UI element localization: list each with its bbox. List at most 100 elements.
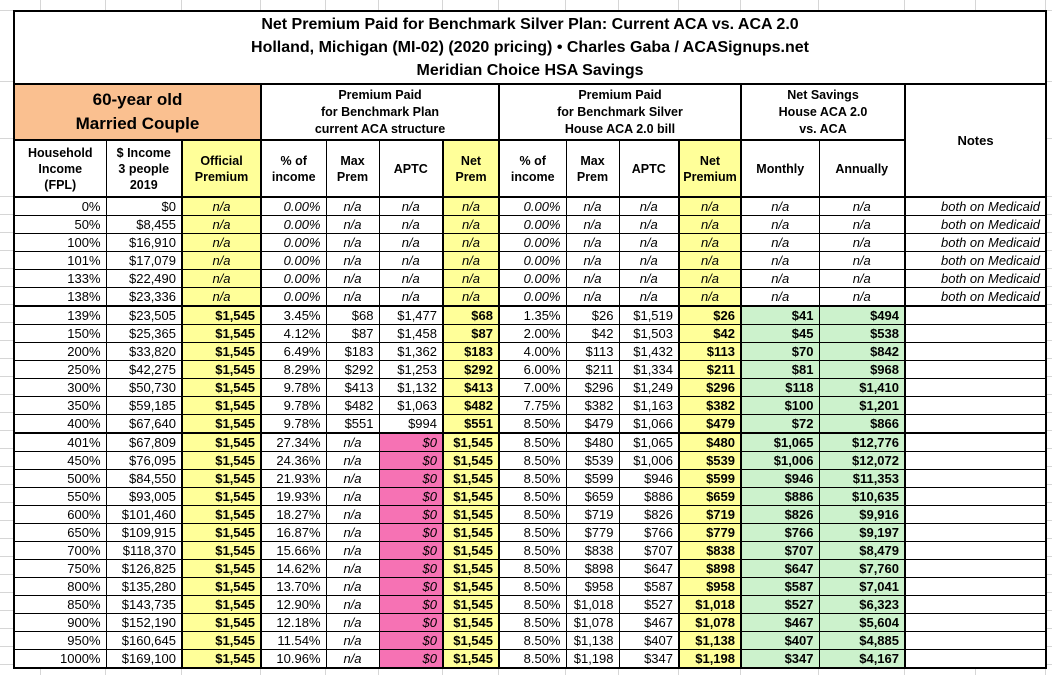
cell-aca-net-prem[interactable]: $1,545 (442, 541, 500, 560)
cell-fpl[interactable]: 150% (13, 324, 107, 343)
cell-notes[interactable] (904, 577, 1047, 596)
cell-aca2-pct-income[interactable]: 8.50% (498, 649, 567, 669)
cell-aca2-max-prem[interactable]: $539 (565, 451, 620, 470)
cell-official-premium[interactable]: $1,545 (181, 613, 262, 632)
cell-notes[interactable] (904, 541, 1047, 560)
cell-aca2-aptc[interactable]: $1,006 (618, 451, 680, 470)
cell-aca-pct-income[interactable]: 10.96% (260, 649, 327, 669)
cell-official-premium[interactable]: $1,545 (181, 505, 262, 524)
cell-income[interactable]: $67,809 (105, 432, 183, 452)
cell-aca-aptc[interactable]: $0 (378, 523, 444, 542)
cell-income[interactable]: $0 (105, 196, 183, 216)
cell-income[interactable]: $93,005 (105, 487, 183, 506)
cell-savings-monthly[interactable]: $70 (740, 342, 820, 361)
cell-savings-annually[interactable]: $538 (818, 324, 906, 343)
cell-savings-monthly[interactable]: $118 (740, 378, 820, 397)
cell-aca2-max-prem[interactable]: $479 (565, 414, 620, 434)
cell-aca-net-prem[interactable]: $1,545 (442, 469, 500, 488)
cell-aca-net-prem[interactable]: $87 (442, 324, 500, 343)
cell-income[interactable]: $67,640 (105, 414, 183, 434)
cell-fpl[interactable]: 1000% (13, 649, 107, 669)
cell-aca-pct-income[interactable]: 12.18% (260, 613, 327, 632)
group-header-net-savings[interactable]: Net Savings House ACA 2.0 vs. ACA (740, 83, 906, 141)
cell-aca-aptc[interactable]: $1,477 (378, 305, 444, 325)
cell-aca2-max-prem[interactable]: n/a (565, 215, 620, 234)
cell-fpl[interactable]: 50% (13, 215, 107, 234)
cell-income[interactable]: $76,095 (105, 451, 183, 470)
cell-aca2-max-prem[interactable]: $296 (565, 378, 620, 397)
cell-savings-annually[interactable]: $1,201 (818, 396, 906, 415)
cell-savings-annually[interactable]: n/a (818, 287, 906, 307)
cell-savings-monthly[interactable]: n/a (740, 196, 820, 216)
cell-savings-monthly[interactable]: n/a (740, 287, 820, 307)
cell-aca2-pct-income[interactable]: 8.50% (498, 631, 567, 650)
cell-official-premium[interactable]: $1,545 (181, 324, 262, 343)
cell-aca2-pct-income[interactable]: 8.50% (498, 541, 567, 560)
column-header-aca2-pct-income[interactable]: % of income (498, 139, 567, 198)
cell-aca-pct-income[interactable]: 19.93% (260, 487, 327, 506)
cell-notes[interactable] (904, 396, 1047, 415)
cell-aca-net-prem[interactable]: $1,545 (442, 559, 500, 578)
cell-official-premium[interactable]: $1,545 (181, 360, 262, 379)
cell-aca2-aptc[interactable]: $766 (618, 523, 680, 542)
cell-aca-pct-income[interactable]: 9.78% (260, 396, 327, 415)
cell-official-premium[interactable]: $1,545 (181, 396, 262, 415)
cell-notes[interactable] (904, 432, 1047, 452)
cell-aca2-max-prem[interactable]: $480 (565, 432, 620, 452)
cell-savings-monthly[interactable]: $1,006 (740, 451, 820, 470)
cell-aca2-net-premium[interactable]: $659 (678, 487, 742, 506)
cell-aca-max-prem[interactable]: n/a (325, 233, 380, 252)
cell-notes[interactable] (904, 649, 1047, 669)
cell-aca2-pct-income[interactable]: 0.00% (498, 287, 567, 307)
cell-income[interactable]: $16,910 (105, 233, 183, 252)
cell-aca2-max-prem[interactable]: $1,018 (565, 595, 620, 614)
cell-official-premium[interactable]: $1,545 (181, 451, 262, 470)
cell-aca-pct-income[interactable]: 3.45% (260, 305, 327, 325)
cell-aca2-max-prem[interactable]: $719 (565, 505, 620, 524)
cell-savings-annually[interactable]: $9,916 (818, 505, 906, 524)
column-header-aca-aptc[interactable]: APTC (378, 139, 444, 198)
cell-aca2-aptc[interactable]: $1,249 (618, 378, 680, 397)
cell-aca2-net-premium[interactable]: $382 (678, 396, 742, 415)
cell-aca2-aptc[interactable]: $946 (618, 469, 680, 488)
cell-aca-aptc[interactable]: $0 (378, 469, 444, 488)
cell-savings-annually[interactable]: $842 (818, 342, 906, 361)
cell-aca-max-prem[interactable]: n/a (325, 631, 380, 650)
cell-fpl[interactable]: 550% (13, 487, 107, 506)
cell-aca2-pct-income[interactable]: 4.00% (498, 342, 567, 361)
cell-aca2-max-prem[interactable]: $958 (565, 577, 620, 596)
cell-aca2-aptc[interactable]: $1,519 (618, 305, 680, 325)
cell-aca2-pct-income[interactable]: 0.00% (498, 251, 567, 270)
cell-aca-aptc[interactable]: $1,253 (378, 360, 444, 379)
cell-savings-monthly[interactable]: $766 (740, 523, 820, 542)
cell-aca-pct-income[interactable]: 0.00% (260, 269, 327, 288)
cell-aca2-net-premium[interactable]: $113 (678, 342, 742, 361)
cell-aca-max-prem[interactable]: n/a (325, 649, 380, 669)
cell-aca2-pct-income[interactable]: 0.00% (498, 215, 567, 234)
cell-fpl[interactable]: 700% (13, 541, 107, 560)
cell-aca-pct-income[interactable]: 15.66% (260, 541, 327, 560)
cell-aca-pct-income[interactable]: 0.00% (260, 233, 327, 252)
cell-fpl[interactable]: 300% (13, 378, 107, 397)
cell-fpl[interactable]: 450% (13, 451, 107, 470)
cell-aca-pct-income[interactable]: 0.00% (260, 215, 327, 234)
cell-notes[interactable] (904, 414, 1047, 434)
cell-aca-aptc[interactable]: n/a (378, 287, 444, 307)
cell-notes[interactable] (904, 378, 1047, 397)
cell-savings-annually[interactable]: n/a (818, 251, 906, 270)
cell-fpl[interactable]: 600% (13, 505, 107, 524)
column-header-savings-monthly[interactable]: Monthly (740, 139, 820, 198)
cell-income[interactable]: $84,550 (105, 469, 183, 488)
cell-savings-annually[interactable]: $8,479 (818, 541, 906, 560)
cell-savings-annually[interactable]: $1,410 (818, 378, 906, 397)
cell-aca2-net-premium[interactable]: $599 (678, 469, 742, 488)
cell-aca-aptc[interactable]: $0 (378, 487, 444, 506)
cell-aca2-net-premium[interactable]: $1,138 (678, 631, 742, 650)
cell-aca2-net-premium[interactable]: $296 (678, 378, 742, 397)
cell-aca2-net-premium[interactable]: $42 (678, 324, 742, 343)
cell-notes[interactable] (904, 342, 1047, 361)
cell-savings-monthly[interactable]: $81 (740, 360, 820, 379)
cell-aca-net-prem[interactable]: n/a (442, 233, 500, 252)
column-header-official-premium[interactable]: Official Premium (181, 139, 262, 198)
cell-notes[interactable]: both on Medicaid (904, 233, 1047, 252)
